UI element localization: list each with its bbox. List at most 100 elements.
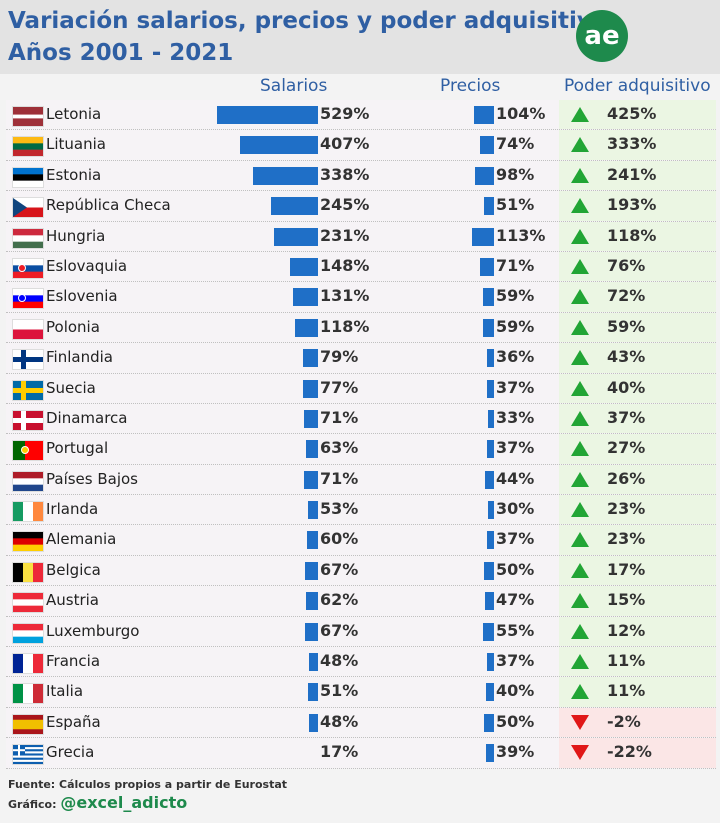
precios-bar xyxy=(486,653,494,672)
table-row: Suecia 77% 37% 40% xyxy=(6,373,716,404)
precios-bar xyxy=(484,197,494,216)
table-row: España 48% 50% -2% xyxy=(6,707,716,739)
precios-value: 30% xyxy=(496,499,535,519)
salarios-value: 17% xyxy=(320,742,359,762)
country-name: Eslovaquia xyxy=(46,256,128,275)
salarios-bar xyxy=(307,501,318,520)
flag-es-icon xyxy=(12,713,44,735)
table-row: Grecia 17% 39% -22% xyxy=(6,738,716,769)
precios-value: 71% xyxy=(496,255,535,275)
precios-bar xyxy=(472,227,494,246)
poder-adquisitivo-cell: 333% xyxy=(559,130,716,160)
poder-adquisitivo-value: -22% xyxy=(607,742,652,762)
poder-adquisitivo-value: -2% xyxy=(607,711,641,731)
triangle-up-icon xyxy=(571,441,589,457)
precios-bar xyxy=(483,622,494,641)
poder-adquisitivo-cell: 26% xyxy=(559,464,716,495)
precios-bar xyxy=(486,683,494,702)
poder-adquisitivo-cell: 23% xyxy=(559,525,716,555)
triangle-up-icon xyxy=(571,562,589,578)
triangle-up-icon xyxy=(571,684,589,700)
salarios-bar xyxy=(308,653,318,672)
country-name: Francia xyxy=(46,652,101,671)
triangle-up-icon xyxy=(571,654,589,670)
precios-bar xyxy=(482,318,494,337)
flag-pt-icon xyxy=(12,440,44,462)
author-handle: @excel_adicto xyxy=(60,793,188,812)
precios-bar xyxy=(484,592,494,611)
precios-value: 50% xyxy=(496,711,535,731)
salarios-bar xyxy=(305,440,318,459)
triangle-up-icon xyxy=(571,198,589,214)
country-name: Letonia xyxy=(46,105,102,123)
table-row: Países Bajos 71% 44% 26% xyxy=(6,464,716,496)
flag-lu-icon xyxy=(12,622,44,644)
precios-value: 51% xyxy=(496,195,535,215)
salarios-value: 48% xyxy=(320,651,359,671)
flag-si-icon xyxy=(12,288,44,310)
table-row: Letonia 529% 104% 425% xyxy=(6,100,716,131)
salarios-bar xyxy=(253,166,318,185)
flag-se-icon xyxy=(12,379,44,401)
poder-adquisitivo-value: 27% xyxy=(607,438,646,458)
salarios-value: 63% xyxy=(320,438,359,458)
triangle-up-icon xyxy=(571,623,589,639)
poder-adquisitivo-cell: 59% xyxy=(559,312,716,343)
salarios-bar xyxy=(303,379,318,398)
precios-value: 37% xyxy=(496,438,535,458)
salarios-value: 77% xyxy=(320,377,359,397)
precios-bar xyxy=(480,257,494,276)
poder-adquisitivo-value: 241% xyxy=(607,164,657,184)
chart-title: Variación salarios, precios y poder adqu… xyxy=(8,8,608,34)
table-row: Eslovenia 131% 59% 72% xyxy=(6,282,716,313)
salarios-bar xyxy=(306,531,318,550)
flag-sk-icon xyxy=(12,257,44,279)
salarios-value: 62% xyxy=(320,590,359,610)
precios-bar xyxy=(479,136,494,155)
poder-adquisitivo-value: 333% xyxy=(607,134,657,154)
precios-value: 39% xyxy=(496,742,535,762)
table-row: Lituania 407% 74% 333% xyxy=(6,130,716,161)
poder-adquisitivo-cell: 40% xyxy=(559,373,716,403)
poder-adquisitivo-cell: -22% xyxy=(559,738,716,768)
salarios-value: 71% xyxy=(320,468,359,488)
salarios-value: 148% xyxy=(320,255,370,275)
flag-ie-icon xyxy=(12,501,44,523)
poder-adquisitivo-value: 12% xyxy=(607,620,646,640)
precios-value: 104% xyxy=(496,104,546,123)
poder-adquisitivo-value: 425% xyxy=(607,104,657,123)
poder-adquisitivo-cell: 23% xyxy=(559,495,716,525)
precios-bar xyxy=(488,501,494,520)
country-name: Grecia xyxy=(46,743,95,762)
poder-adquisitivo-cell: 241% xyxy=(559,160,716,191)
poder-adquisitivo-cell: 27% xyxy=(559,434,716,464)
triangle-up-icon xyxy=(571,289,589,305)
excel-adicto-logo: ae xyxy=(576,10,628,62)
poder-adquisitivo-cell: 425% xyxy=(559,100,716,130)
column-header-salarios: Salarios xyxy=(260,76,328,96)
salarios-bar xyxy=(217,106,318,124)
triangle-down-icon xyxy=(571,745,589,761)
poder-adquisitivo-value: 26% xyxy=(607,468,646,488)
source-note: Fuente: Cálculos propios a partir de Eur… xyxy=(8,778,288,791)
country-name: Austria xyxy=(46,591,99,610)
salarios-bar xyxy=(305,561,318,580)
salarios-bar xyxy=(271,197,318,216)
triangle-up-icon xyxy=(571,410,589,426)
credit-line: Gráfico: @excel_adicto xyxy=(8,793,187,812)
country-name: Luxemburgo xyxy=(46,621,140,640)
country-name: Países Bajos xyxy=(46,469,138,488)
salarios-bar xyxy=(306,592,318,611)
country-name: Dinamarca xyxy=(46,408,128,427)
triangle-up-icon xyxy=(571,380,589,396)
poder-adquisitivo-value: 15% xyxy=(607,590,646,610)
table-row: Italia 51% 40% 11% xyxy=(6,677,716,708)
table-row: Luxemburgo 67% 55% 12% xyxy=(6,616,716,648)
salarios-bar xyxy=(273,227,318,246)
country-name: Finlandia xyxy=(46,348,113,367)
flag-fr-icon xyxy=(12,653,44,675)
salarios-value: 53% xyxy=(320,499,359,519)
precios-bar xyxy=(486,379,494,398)
precios-bar xyxy=(486,349,494,368)
salarios-value: 118% xyxy=(320,316,370,336)
